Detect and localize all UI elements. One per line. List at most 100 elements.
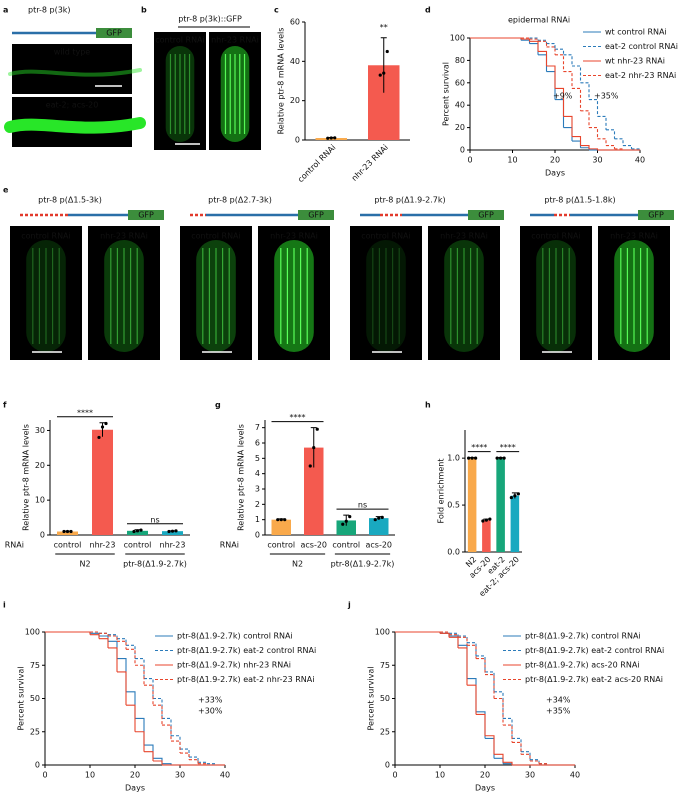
reporter-label: GFP [648, 211, 664, 220]
y-tick-label: 60 [455, 78, 465, 87]
y-tick-label: 20 [35, 461, 45, 470]
survival-step [538, 50, 548, 66]
x-tick-label: 30 [592, 156, 602, 165]
image-label: control RNAi [531, 232, 581, 241]
replicate-point [329, 136, 333, 140]
error-bar [99, 422, 106, 437]
micrograph [350, 226, 422, 360]
gfp-box [638, 210, 674, 220]
survival-step [485, 674, 495, 699]
gfp-box [128, 210, 164, 220]
replicate-point [62, 529, 66, 534]
legend-label: ptr-8(Δ1.9-2.7k) eat-2 nhr-23 RNAi [177, 675, 314, 684]
y-tick-label: 0 [460, 146, 465, 155]
survival-step [162, 724, 172, 742]
survival-step [614, 138, 624, 146]
legend-label: ptr-8(Δ1.9-2.7k) control RNAi [525, 632, 641, 641]
y-tick-label: 5 [255, 454, 260, 463]
replicate-point [167, 529, 171, 534]
y-tick-label: 50 [380, 694, 390, 703]
y-tick-label: 100 [450, 34, 465, 43]
x-tick-label: 30 [175, 771, 185, 780]
x-axis-label: Days [545, 169, 565, 178]
y-tick-label: 75 [380, 661, 390, 670]
row-label: RNAi [5, 541, 24, 550]
replicate-point [312, 446, 316, 450]
survival-step [606, 144, 616, 149]
replicate-point [100, 425, 105, 429]
x-tick-label: 10 [507, 156, 517, 165]
significance-label: ns [358, 501, 367, 510]
replicate-point [276, 518, 280, 522]
survival-step [485, 737, 495, 759]
survival-step [530, 760, 540, 764]
image-label: control RNAi [155, 36, 205, 45]
gfp-box [96, 28, 132, 38]
y-tick-label: 40 [290, 57, 300, 66]
significance-label: **** [500, 443, 516, 452]
survival-step [440, 631, 450, 635]
legend-label: wt control RNAi [605, 28, 667, 37]
worm [536, 240, 576, 352]
survival-step [597, 138, 607, 146]
x-tick-label: control [332, 541, 360, 550]
survival-step [458, 636, 468, 646]
survival-step [512, 741, 522, 755]
micrograph [154, 32, 206, 150]
worm [165, 46, 195, 142]
replicate-point [174, 529, 178, 533]
survival-step [572, 65, 582, 83]
survival-step [563, 54, 573, 66]
x-tick-label: 40 [635, 156, 645, 165]
survival-step [153, 760, 163, 765]
y-axis-label: Fold enrichment [437, 459, 446, 524]
replicate-point [385, 49, 389, 54]
bar [482, 520, 491, 552]
image-label: control RNAi [361, 232, 411, 241]
replicate-point [467, 456, 471, 460]
survival-step [153, 704, 163, 726]
survival-step [503, 717, 513, 739]
survival-step [108, 640, 118, 659]
survival-step [449, 632, 459, 636]
survival-step [555, 54, 565, 72]
y-tick-label: 25 [30, 727, 40, 736]
y-tick-label: 0 [295, 136, 300, 145]
survival-step [597, 115, 607, 130]
image-label: control RNAi [21, 232, 71, 241]
construct-label: ptr-8 p(Δ1.5-3k) [38, 196, 102, 205]
replicate-point [135, 529, 140, 533]
survival-step [546, 43, 556, 50]
replicate-point [502, 456, 506, 460]
survival-step [503, 724, 513, 743]
replicate-point [380, 515, 384, 519]
bar [496, 458, 505, 552]
replicate-point [378, 73, 382, 77]
replicate-point [104, 421, 108, 426]
survival-step [162, 717, 172, 736]
annotation: +35% [546, 707, 571, 716]
construct-label: ptr-8 p(3k)::GFP [178, 15, 242, 24]
x-tick-label: 20 [130, 771, 140, 780]
group-label: ptr-8(Δ1.9-2.7k) [331, 560, 395, 569]
replicate-point [509, 495, 513, 500]
y-tick-label: 7 [255, 423, 260, 432]
survival-step [521, 39, 531, 44]
y-tick-label: 75 [30, 661, 40, 670]
survival-step [538, 39, 548, 44]
chart-title: epidermal RNAi [508, 16, 570, 25]
worm [26, 240, 66, 352]
replicate-point [69, 529, 73, 534]
y-tick-label: 3 [255, 485, 260, 494]
micrograph [428, 226, 500, 360]
panel-label: i [3, 601, 6, 610]
survival-step [171, 735, 181, 750]
legend-label: ptr-8(Δ1.9-2.7k) eat-2 acs-20 RNAi [525, 675, 663, 684]
y-tick-label: 60 [290, 18, 300, 27]
x-tick-label: 0 [42, 771, 47, 780]
worm [4, 117, 146, 134]
y-tick-label: 4 [255, 469, 260, 478]
image-label: control RNAi [191, 232, 241, 241]
x-tick-label: acs-20 [300, 541, 327, 550]
micrograph [520, 226, 592, 360]
